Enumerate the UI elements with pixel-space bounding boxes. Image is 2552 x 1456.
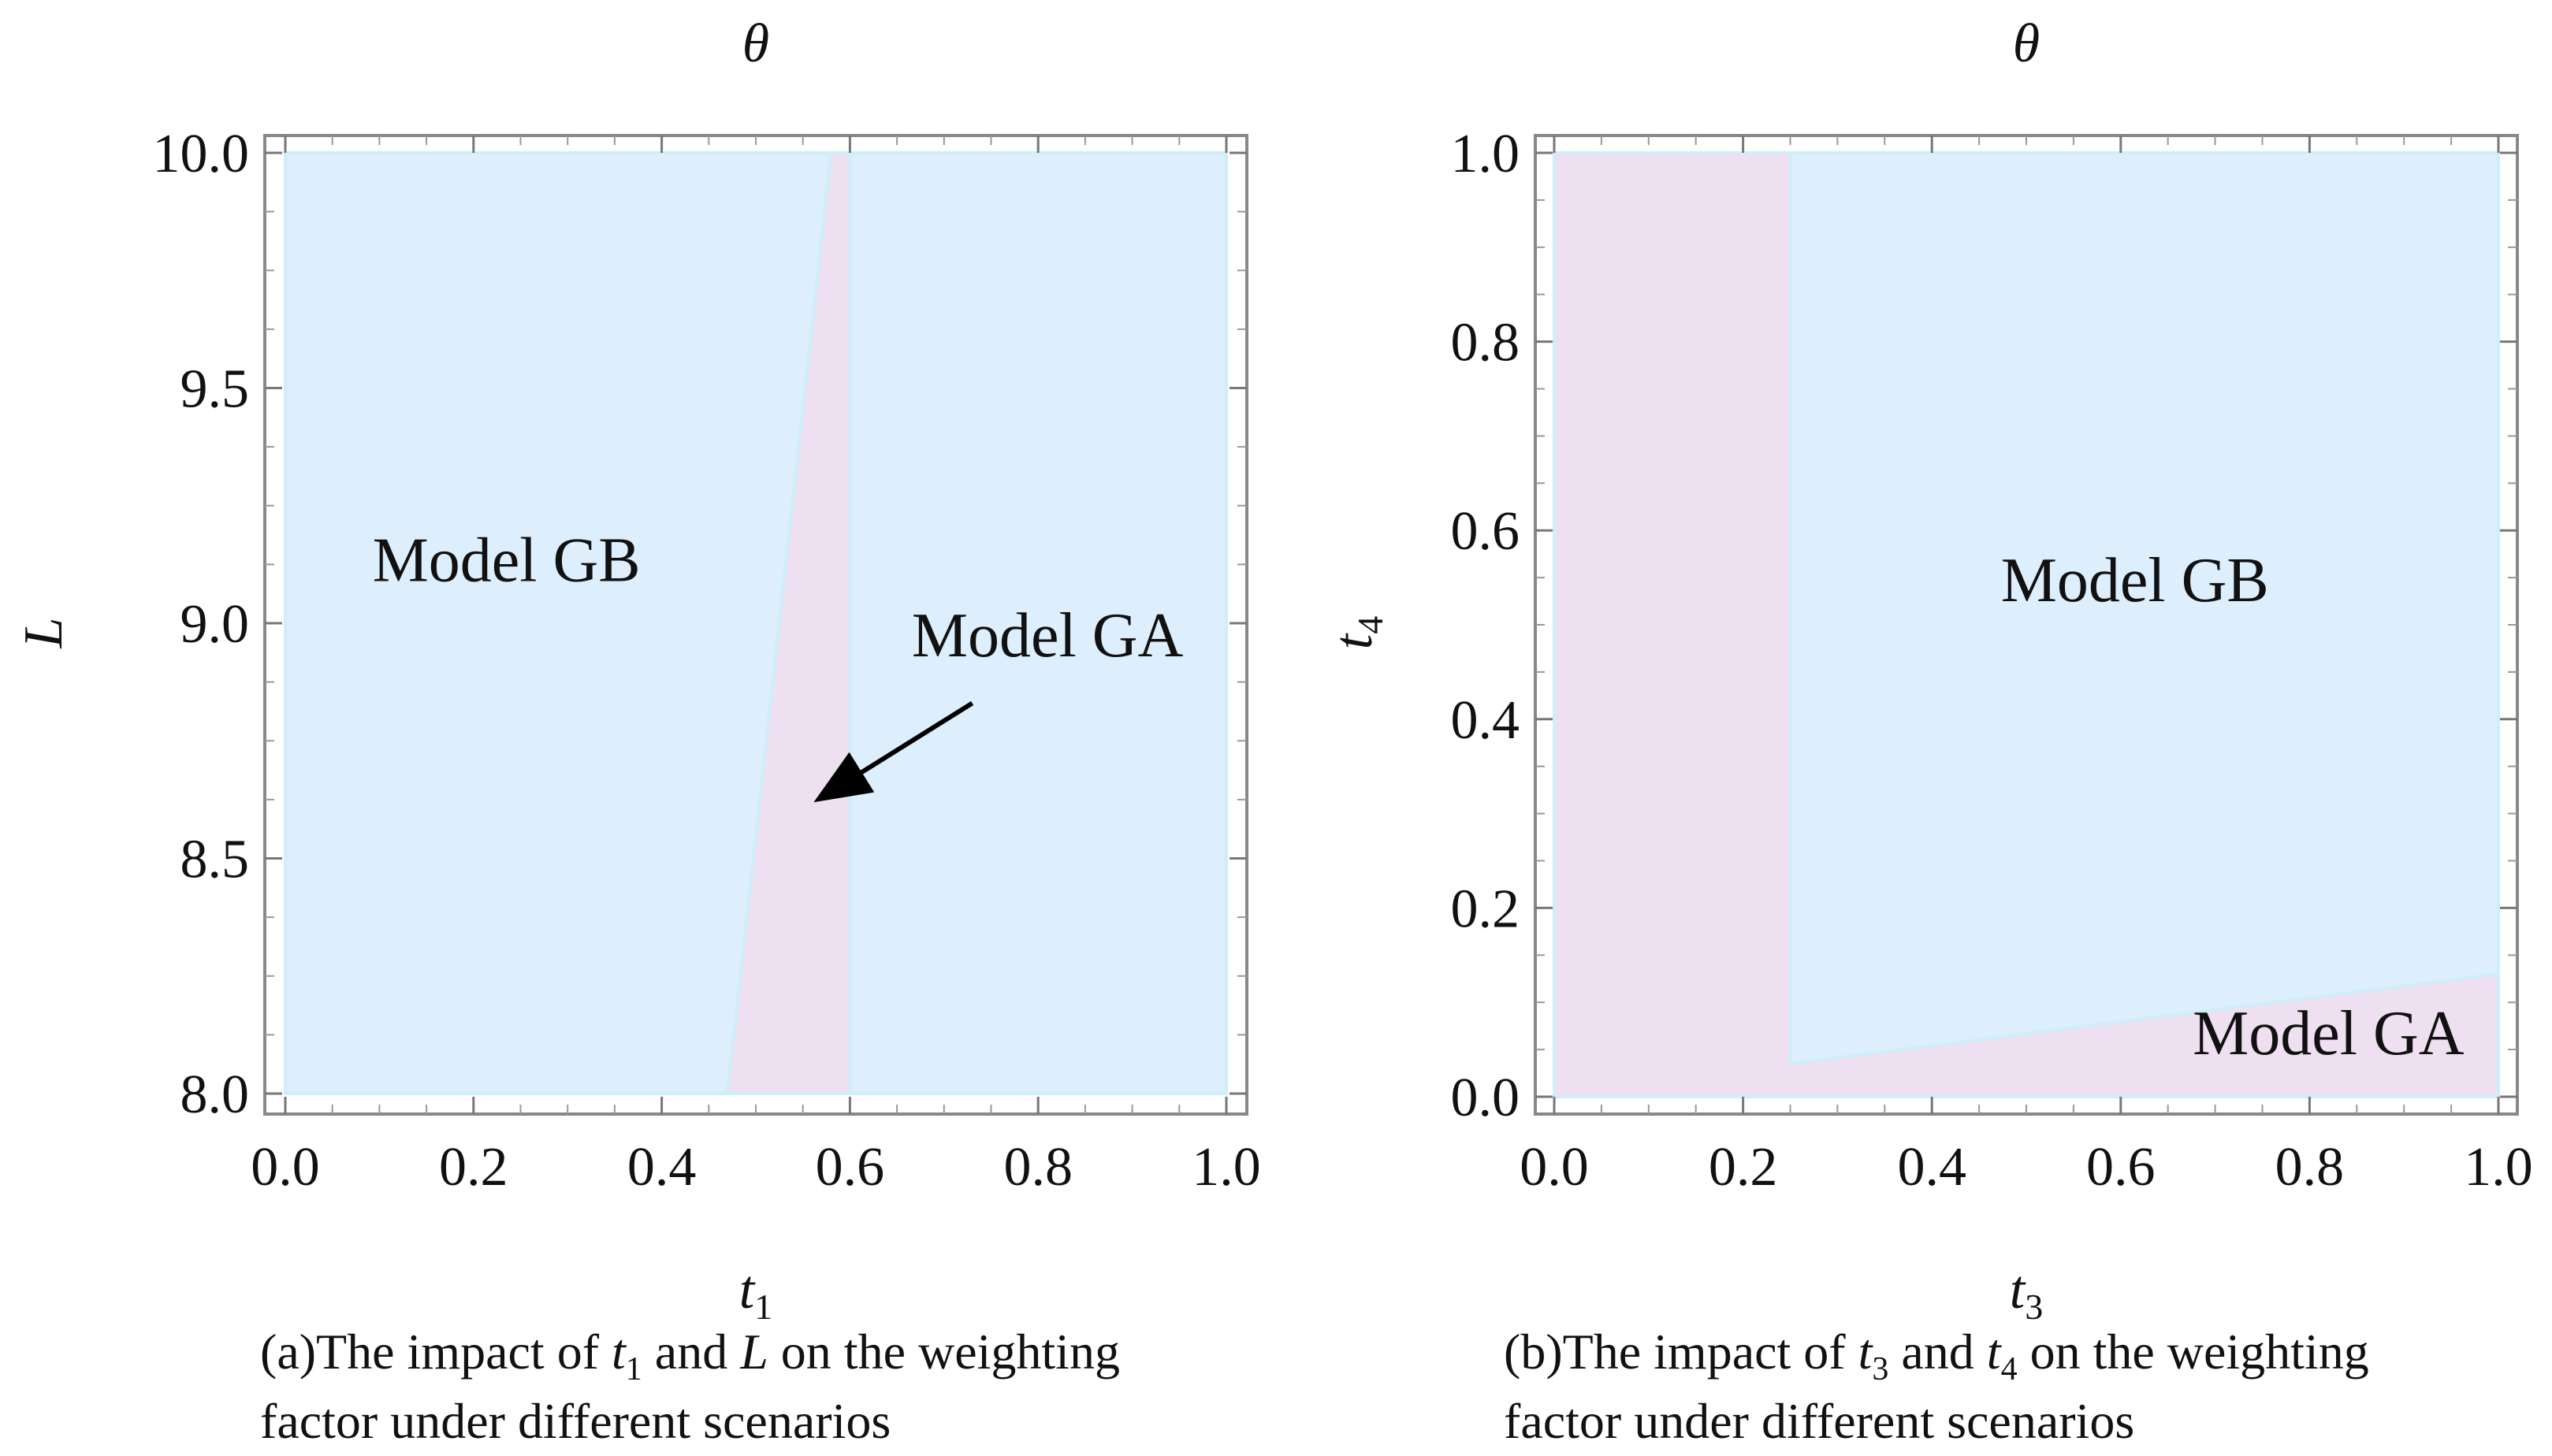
- y-tick-label: 0.2: [1451, 878, 1520, 939]
- x-tick-label: 1.0: [1192, 1137, 1261, 1198]
- y-tick-label: 0.4: [1451, 690, 1520, 751]
- chart-panel-b: 0.0 0.2 0.4 0.6 0.8 1.0 0.0 0.2 0.4 0.6 0.8 1.0 θ t3 t…: [1323, 13, 2533, 1327]
- annotation-model-gb: Model GB: [2001, 546, 2269, 615]
- y-tick-label: 9.0: [180, 594, 250, 655]
- caption-b-line-1: (b)The impact of t3 and t4 on the weight…: [1504, 1324, 2369, 1387]
- annotation-model-ga: Model GA: [2193, 999, 2465, 1068]
- y-axis-label: L: [13, 618, 74, 649]
- y-tick-label: 9.5: [180, 359, 250, 420]
- y-tick-label: 1.0: [1451, 124, 1520, 184]
- x-axis-label: t1: [739, 1260, 772, 1327]
- caption-b-line-2: factor under different scenarios: [1504, 1393, 2135, 1449]
- x-tick-label: 0.6: [2086, 1137, 2156, 1198]
- top-axis-label: θ: [742, 13, 769, 74]
- x-tick-label: 0.8: [2275, 1137, 2345, 1198]
- y-axis-label: t4: [1323, 616, 1390, 649]
- y-tick-label: 8.5: [180, 830, 250, 890]
- x-axis-label: t3: [2010, 1260, 2043, 1327]
- x-tick-label: 0.0: [251, 1137, 320, 1198]
- chart-panel-a: 0.0 0.2 0.4 0.6 0.8 1.0 8.0 8.5 9.0 9.5 10.0 θ t1 L Mo…: [13, 13, 1261, 1327]
- x-tick-label: 0.4: [1897, 1137, 1966, 1198]
- x-tick-label: 0.4: [627, 1137, 697, 1198]
- top-axis-label: θ: [2013, 13, 2040, 74]
- x-tick-label: 0.6: [816, 1137, 885, 1198]
- caption-a-line-1: (a)The impact of t1 and L on the weighti…: [260, 1324, 1120, 1387]
- x-tick-label: 0.0: [1520, 1137, 1589, 1198]
- y-tick-label: 8.0: [180, 1064, 250, 1125]
- annotation-arrow: [813, 700, 974, 803]
- annotation-model-gb: Model GB: [373, 526, 641, 595]
- x-tick-label: 0.8: [1003, 1137, 1073, 1198]
- x-tick-label: 0.2: [439, 1137, 508, 1198]
- annotation-model-ga: Model GA: [912, 601, 1184, 670]
- x-tick-label: 1.0: [2464, 1137, 2533, 1198]
- caption-a-line-2: factor under different scenarios: [260, 1393, 891, 1449]
- y-tick-label: 10.0: [153, 124, 250, 184]
- y-tick-label: 0.8: [1451, 313, 1520, 373]
- y-tick-label: 0.6: [1451, 501, 1520, 562]
- y-tick-label: 0.0: [1451, 1068, 1520, 1128]
- x-tick-label: 0.2: [1709, 1137, 1778, 1198]
